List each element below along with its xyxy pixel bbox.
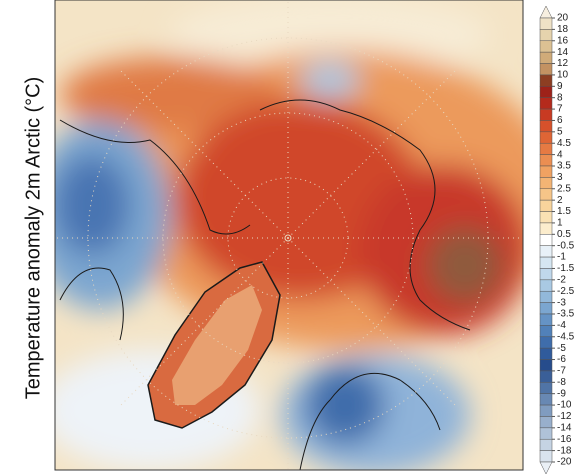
colorbar-label: -2.5 <box>557 286 575 297</box>
colorbar-box <box>539 290 553 303</box>
colorbar-label: -1 <box>557 252 566 263</box>
colorbar-box <box>539 336 553 349</box>
colorbar-box <box>539 325 553 338</box>
coastline <box>59 119 251 341</box>
colorbar-box <box>539 416 553 429</box>
colorbar-label: -14 <box>557 422 572 433</box>
colorbar-label: 6 <box>557 115 563 126</box>
greenland-interior <box>172 285 262 405</box>
colorbar-label: 2 <box>557 195 563 206</box>
colorbar-box <box>539 51 553 64</box>
field-blob <box>427 227 503 303</box>
colorbar-label: 9 <box>557 81 563 92</box>
colorbar-label: 8 <box>557 92 563 103</box>
field-blob <box>60 57 280 133</box>
colorbar-label: 5 <box>557 126 563 137</box>
colorbar-box <box>539 222 553 235</box>
field-blob <box>170 0 490 75</box>
colorbar-box <box>539 177 553 190</box>
colorbar-box <box>539 131 553 144</box>
colorbar-label: 4 <box>557 149 563 160</box>
field-blob <box>55 155 130 255</box>
colorbar-box <box>539 450 553 463</box>
colorbar-box <box>539 40 553 53</box>
colorbar-label: 18 <box>557 24 569 35</box>
colorbar-label: 20 <box>557 13 569 24</box>
coastline <box>259 99 471 470</box>
colorbar-box <box>539 17 553 30</box>
colorbar-label: -20 <box>557 457 572 468</box>
colorbar-label: -3 <box>557 297 566 308</box>
pole-marker <box>284 234 292 242</box>
colorbar-box <box>539 347 553 360</box>
colorbar-box <box>539 97 553 110</box>
colorbar-box <box>539 165 553 178</box>
colorbar-label: -2 <box>557 274 566 285</box>
colorbar-label: -1.5 <box>557 263 575 274</box>
colorbar-box <box>539 74 553 87</box>
colorbar-label: -9 <box>557 388 566 399</box>
colorbar-box <box>539 279 553 292</box>
colorbar-label: 7 <box>557 104 563 115</box>
colorbar-label: -12 <box>557 411 572 422</box>
colorbar-label: -3.5 <box>557 309 575 320</box>
colorbar-box <box>539 142 553 155</box>
colorbar-box <box>539 154 553 167</box>
colorbar-box <box>539 370 553 383</box>
map-title: Temperature anomaly 2m Arctic (°C) <box>22 77 44 400</box>
colorbar: 201816141210987654.543.532.521.510.5-0.5… <box>539 5 575 475</box>
graticule <box>55 0 523 470</box>
colorbar-triangle <box>539 5 553 19</box>
graticule-meridian <box>55 0 523 470</box>
colorbar-box <box>539 120 553 133</box>
colorbar-box <box>539 427 553 440</box>
colorbar-label: -6 <box>557 354 566 365</box>
colorbar-label: -16 <box>557 434 572 445</box>
colorbar-label: -0.5 <box>557 240 575 251</box>
colorbar-label: 4.5 <box>557 138 571 149</box>
colorbar-box <box>539 29 553 42</box>
colorbar-label: 14 <box>557 47 569 58</box>
colorbar-box <box>539 302 553 315</box>
colorbar-box <box>539 199 553 212</box>
colorbar-label: 0.5 <box>557 229 571 240</box>
colorbar-label: 12 <box>557 58 569 69</box>
colorbar-box <box>539 63 553 76</box>
colorbar-label: -18 <box>557 445 572 456</box>
colorbar-box <box>539 256 553 269</box>
colorbar-box <box>539 234 553 246</box>
colorbar-box <box>539 359 553 372</box>
colorbar-box <box>539 393 553 406</box>
colorbar-box <box>539 211 553 224</box>
colorbar-box <box>539 245 553 258</box>
colorbar-label: -4 <box>557 320 566 331</box>
colorbar-box <box>539 86 553 98</box>
colorbar-label: -7 <box>557 366 566 377</box>
colorbar-triangle <box>539 461 553 475</box>
colorbar-label: 1.5 <box>557 206 571 217</box>
colorbar-label: -8 <box>557 377 566 388</box>
colorbar-label: 16 <box>557 35 569 46</box>
field-blob <box>300 62 360 98</box>
colorbar-box <box>539 404 553 417</box>
colorbar-label: -5 <box>557 343 566 354</box>
colorbar-box <box>539 268 553 281</box>
colorbar-label: 1 <box>557 218 563 229</box>
colorbar-label: 2.5 <box>557 183 571 194</box>
colorbar-box <box>539 438 553 451</box>
colorbar-label: -4.5 <box>557 331 575 342</box>
colorbar-label: 3.5 <box>557 161 571 172</box>
colorbar-box <box>539 382 553 394</box>
colorbar-label: -10 <box>557 400 572 411</box>
colorbar-box <box>539 188 553 201</box>
colorbar-box <box>539 108 553 121</box>
field-blob <box>305 365 385 445</box>
map-border <box>54 0 524 471</box>
anomaly-field <box>55 0 523 470</box>
colorbar-label: 10 <box>557 70 569 81</box>
map <box>55 0 523 470</box>
colorbar-box <box>539 313 553 326</box>
colorbar-label: 3 <box>557 172 563 183</box>
